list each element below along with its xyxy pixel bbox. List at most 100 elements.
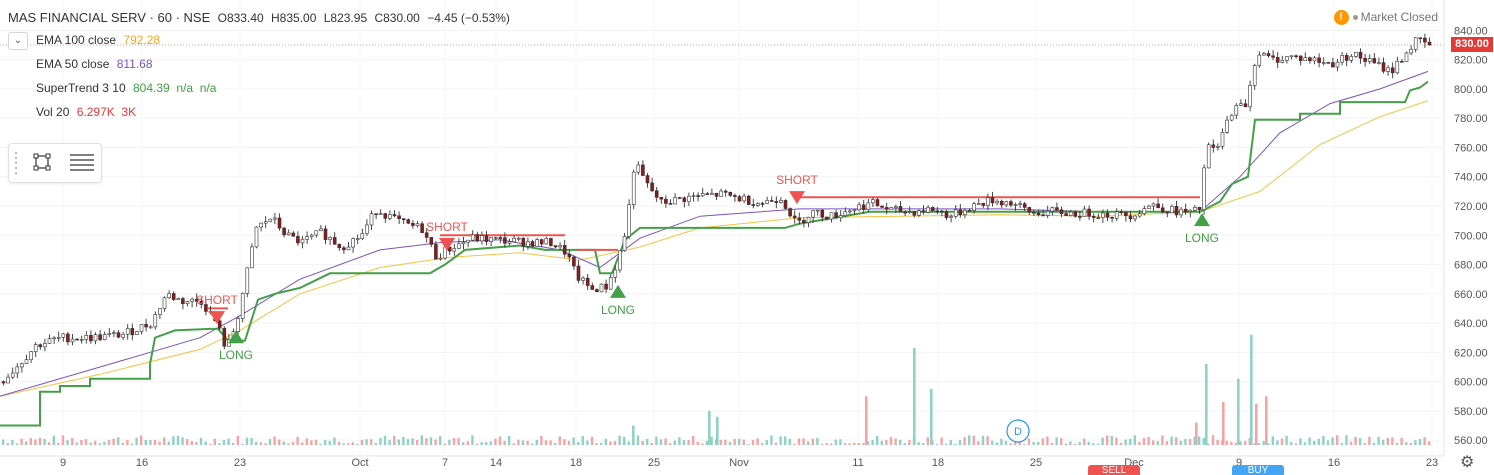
volume-bar [1382,439,1385,445]
volume-bar [865,396,868,445]
candle-body [268,218,273,223]
candle-body [1390,67,1395,74]
drag-handle[interactable] [15,152,17,174]
volume-bar [1354,436,1357,445]
supertrend-line [0,80,1429,427]
market-status[interactable]: ! Market Closed [1333,10,1438,26]
rectangle-tool-icon[interactable] [33,153,51,171]
symbol-title[interactable]: MAS FINANCIAL SERV · 60 · NSE [8,10,211,25]
volume-bar [1124,439,1127,445]
volume-bar [6,442,9,445]
volume-bar [646,438,649,445]
time-tick-label: 16 [1328,457,1340,469]
indicator-volume[interactable]: Vol 20 6.297K 3K [36,105,136,119]
volume-bar [1129,438,1132,445]
volume-bar [820,443,824,445]
volume-bar [908,440,911,445]
volume-bar [563,439,566,445]
chevron-down-icon: ⌄ [13,35,23,46]
volume-bar [1336,435,1339,445]
candle-body [1147,205,1151,209]
candle-body [461,241,466,245]
candle-body [1160,207,1165,213]
volume-bar [940,437,943,445]
volume-bar [1313,440,1316,445]
volume-bar [517,439,520,445]
volume-bar [554,442,557,445]
volume-bar [623,436,626,445]
volume-bar [1225,440,1228,445]
volume-bar [163,437,166,445]
volume-bar [1276,440,1279,445]
indicator-ema100[interactable]: EMA 100 close 792.28 [36,33,160,47]
volume-bar [107,439,111,445]
price-tick-label: 600.00 [1454,377,1488,389]
volume-bar [255,441,258,445]
volume-bar [977,441,980,445]
volume-bar [774,442,778,445]
candle-body [1142,208,1147,214]
candle-body [742,195,746,202]
collapse-legend-button[interactable]: ⌄ [8,32,28,50]
candle-body [999,200,1004,206]
volume-bar [779,436,782,445]
price-tick-label: 760.00 [1454,142,1488,154]
volume-bar [140,435,143,445]
buy-tab[interactable]: BUY [1232,465,1284,475]
close-value: C830.00 [374,11,420,25]
long-signal-label: LONG [601,303,635,317]
settings-icon[interactable]: ⚙ [1460,454,1475,471]
volume-bar [636,435,640,445]
volume-bar [687,440,690,445]
volume-bar [1096,443,1100,445]
volume-bar [411,438,414,445]
volume-bar [89,442,92,445]
candle-body [190,298,194,302]
candle-body [815,209,820,212]
time-tick-label: 7 [442,457,448,469]
candle-body [217,320,222,329]
volume-bar [1267,443,1270,445]
candle-body [1032,211,1036,214]
volume-bar [981,435,985,445]
candle-body [627,204,631,237]
volume-bar [641,440,644,445]
volume-bar [716,416,719,445]
volume-bar [738,438,741,445]
volume-bar [954,443,957,445]
candle-body [153,314,158,328]
candle-body [493,237,498,239]
volume-bar [857,442,860,445]
candle-body [1427,41,1432,46]
list-tool-icon[interactable] [69,153,95,171]
volume-bar [420,435,423,445]
volume-bar [1230,441,1233,445]
volume-bar [153,439,157,445]
volume-bar [416,440,419,445]
volume-bar [1250,334,1253,445]
volume-bar [1405,442,1408,445]
candle-body [102,334,107,340]
volume-bar [61,435,65,445]
volume-bar [770,435,773,445]
indicator-ema50[interactable]: EMA 50 close 811.68 [36,57,153,71]
volume-bar [1110,436,1113,445]
sell-tab[interactable]: SELL [1088,465,1140,475]
volume-bar [1372,442,1376,445]
volume-bar [172,436,175,445]
volume-bar [972,435,975,445]
volume-bar [1069,441,1072,445]
candle-body [116,332,121,338]
indicator-supertrend[interactable]: SuperTrend 3 10 804.39 n/a n/a [36,81,216,95]
volume-bar [958,440,962,445]
candle-body [1036,212,1041,216]
volume-bar [751,439,755,445]
volume-bar [963,437,966,445]
volume-bar [549,440,552,445]
candle-body [498,237,503,239]
volume-bar [282,441,285,445]
volume-bar [434,439,437,445]
candle-body [857,204,861,211]
candle-body [1009,201,1013,206]
